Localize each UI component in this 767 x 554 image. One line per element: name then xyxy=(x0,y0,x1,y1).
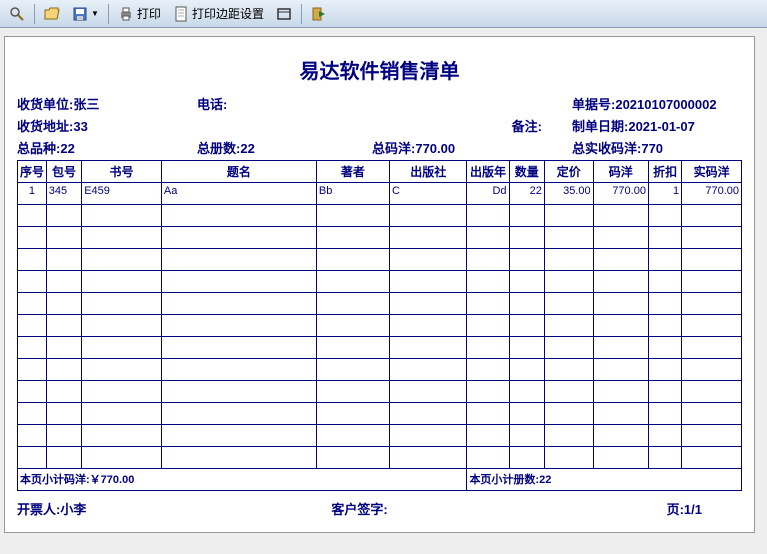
open-button[interactable] xyxy=(39,3,65,25)
col-header: 定价 xyxy=(544,161,593,183)
separator xyxy=(34,4,35,24)
spacer xyxy=(372,94,572,113)
page-num: 页:1/1 xyxy=(474,499,742,518)
order-date: 制单日期:2021-01-07 xyxy=(572,116,742,135)
preview-area: 易达软件销售清单 收货单位:张三 电话: 单据号:20210107000002 … xyxy=(0,28,767,554)
print-label: 打印 xyxy=(137,5,161,22)
table-row: 1345E459AaBbCDd2235.00770.001770.00 xyxy=(18,183,742,205)
cell-author: Bb xyxy=(316,183,389,205)
col-header: 码洋 xyxy=(593,161,648,183)
magnifier-icon xyxy=(9,6,25,22)
cell-qty: 22 xyxy=(509,183,544,205)
page-icon xyxy=(173,6,189,22)
recv-addr: 收货地址:33 xyxy=(17,116,197,135)
col-header: 著者 xyxy=(316,161,389,183)
footer-row: 开票人:小李 客户签字: 页:1/1 xyxy=(17,499,742,518)
window-icon xyxy=(276,6,292,22)
report-page: 易达软件销售清单 收货单位:张三 电话: 单据号:20210107000002 … xyxy=(4,36,755,533)
header-block: 收货单位:张三 电话: 单据号:20210107000002 收货地址:33 备… xyxy=(17,94,742,157)
col-header: 书号 xyxy=(82,161,162,183)
cell-seq: 1 xyxy=(18,183,47,205)
phone: 电话: xyxy=(197,94,372,113)
col-header: 实码洋 xyxy=(682,161,742,183)
cell-year: Dd xyxy=(467,183,509,205)
customer-sign: 客户签字: xyxy=(245,499,473,518)
printer-icon xyxy=(118,6,134,22)
save-button[interactable]: ▼ xyxy=(67,3,104,25)
cell-title: Aa xyxy=(161,183,316,205)
print-button[interactable]: 打印 xyxy=(113,2,166,25)
subtotal-qty: 本页小计册数:22 xyxy=(467,469,742,491)
col-header: 题名 xyxy=(161,161,316,183)
col-header: 序号 xyxy=(18,161,47,183)
table-row-empty xyxy=(18,447,742,469)
cell-pkg: 345 xyxy=(46,183,81,205)
separator xyxy=(108,4,109,24)
table-row-empty xyxy=(18,359,742,381)
cell-isbn: E459 xyxy=(82,183,162,205)
exit-button[interactable] xyxy=(306,3,332,25)
print-margin-label: 打印边距设置 xyxy=(192,5,264,22)
total-real: 总实收码洋:770 xyxy=(572,138,742,157)
toolbar: ▼ 打印 打印边距设置 xyxy=(0,0,767,28)
cell-mayang: 770.00 xyxy=(593,183,648,205)
print-margin-button[interactable]: 打印边距设置 xyxy=(168,2,269,25)
save-icon xyxy=(72,6,88,22)
table-row-empty xyxy=(18,315,742,337)
table-row-empty xyxy=(18,381,742,403)
remark: 备注: xyxy=(372,116,572,135)
cell-disc: 1 xyxy=(648,183,681,205)
table-row-empty xyxy=(18,337,742,359)
table-row-empty xyxy=(18,249,742,271)
col-header: 出版年 xyxy=(467,161,509,183)
subtotal-mayang: 本页小计码洋:￥770.00 xyxy=(18,469,467,491)
zoom-button[interactable] xyxy=(4,3,30,25)
cell-pub: C xyxy=(389,183,466,205)
table-row-empty xyxy=(18,425,742,447)
separator xyxy=(301,4,302,24)
subtotal-row: 本页小计码洋:￥770.00本页小计册数:22 xyxy=(18,469,742,491)
col-header: 折扣 xyxy=(648,161,681,183)
table-row-empty xyxy=(18,271,742,293)
total-mayang: 总码洋:770.00 xyxy=(372,138,572,157)
page-title: 易达软件销售清单 xyxy=(17,55,742,84)
recv-unit: 收货单位:张三 xyxy=(17,94,197,113)
cell-real: 770.00 xyxy=(682,183,742,205)
window-button[interactable] xyxy=(271,3,297,25)
total-books: 总册数:22 xyxy=(197,138,372,157)
table-row-empty xyxy=(18,227,742,249)
issuer: 开票人:小李 xyxy=(17,499,245,518)
col-header: 出版社 xyxy=(389,161,466,183)
cell-price: 35.00 xyxy=(544,183,593,205)
data-table: 序号包号书号题名著者出版社出版年数量定价码洋折扣实码洋 1345E459AaBb… xyxy=(17,160,742,491)
order-no: 单据号:20210107000002 xyxy=(572,94,742,113)
folder-open-icon xyxy=(44,6,60,22)
exit-icon xyxy=(311,6,327,22)
table-row-empty xyxy=(18,205,742,227)
dropdown-arrow-icon: ▼ xyxy=(91,9,99,18)
table-row-empty xyxy=(18,293,742,315)
col-header: 包号 xyxy=(46,161,81,183)
col-header: 数量 xyxy=(509,161,544,183)
total-kinds: 总品种:22 xyxy=(17,138,197,157)
spacer xyxy=(197,116,372,135)
table-row-empty xyxy=(18,403,742,425)
table-header-row: 序号包号书号题名著者出版社出版年数量定价码洋折扣实码洋 xyxy=(18,161,742,183)
